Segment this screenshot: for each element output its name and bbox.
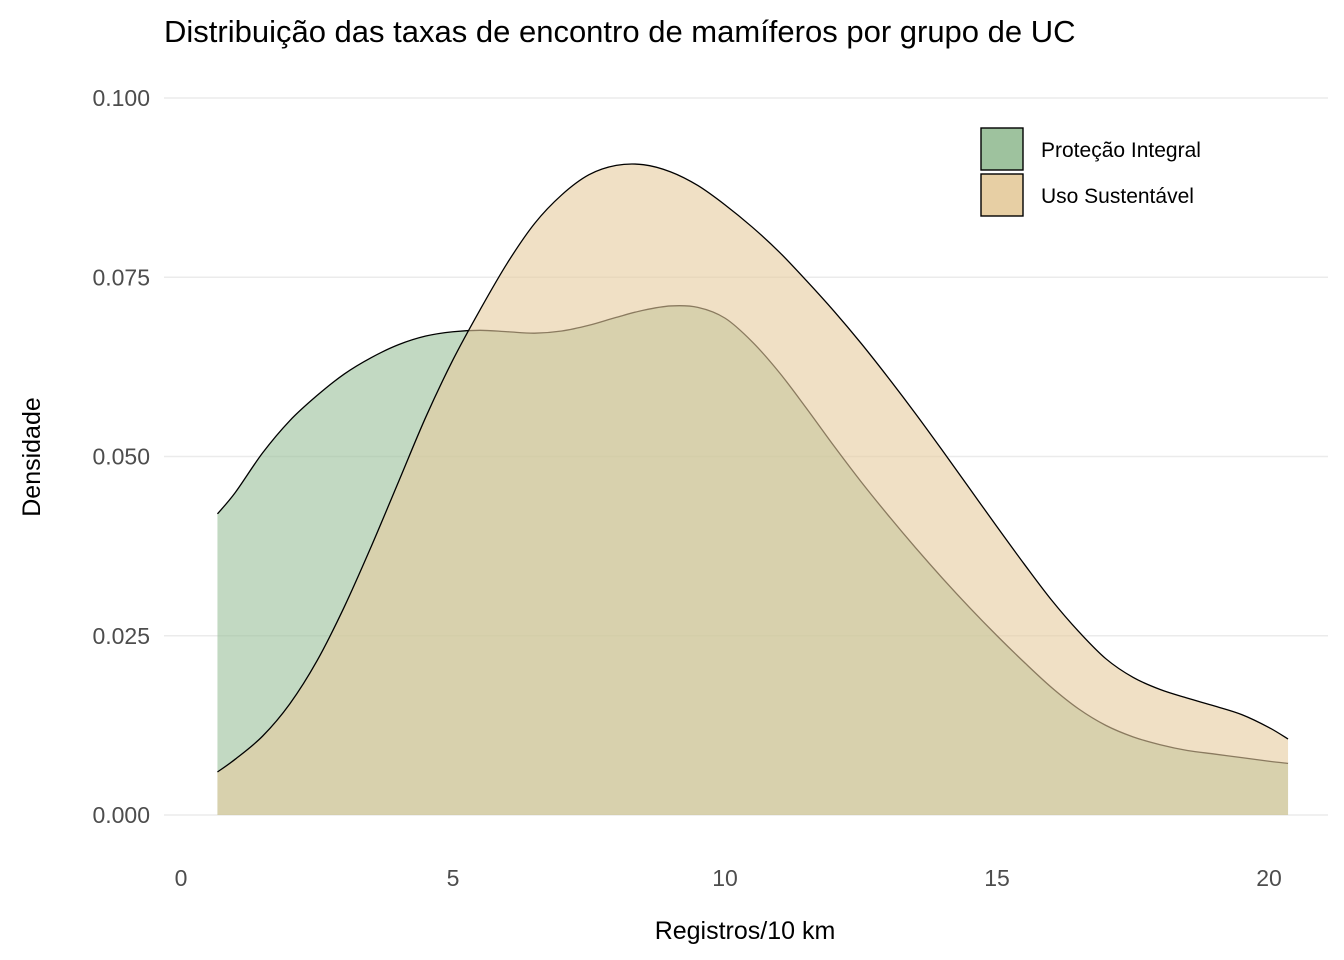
legend: Proteção Integral Uso Sustentável (980, 127, 1201, 217)
x-tick-label: 15 (984, 865, 1010, 891)
density-line-uso-sustentavel (217, 163, 1289, 773)
y-tick-label: 0.075 (92, 264, 150, 290)
legend-swatch-protecao-integral (980, 127, 1024, 171)
y-tick-label: 0.100 (92, 85, 150, 111)
y-axis-label: Densidade (18, 397, 46, 517)
legend-label-protecao-integral: Proteção Integral (1041, 139, 1201, 162)
x-tick-label: 10 (712, 865, 738, 891)
density-series (216, 163, 1289, 816)
chart-title: Distribuição das taxas de encontro de ma… (164, 14, 1076, 49)
x-tick-label: 5 (447, 865, 460, 891)
x-axis-ticks: 0 5 10 15 20 (175, 865, 1282, 891)
legend-swatch-uso-sustentavel (980, 173, 1024, 217)
y-tick-label: 0.050 (92, 444, 150, 470)
y-axis-ticks: 0.000 0.025 0.050 0.075 0.100 (92, 85, 150, 828)
x-axis-label: Registros/10 km (655, 917, 836, 945)
x-tick-label: 20 (1256, 865, 1282, 891)
legend-label-uso-sustentavel: Uso Sustentável (1041, 185, 1194, 208)
density-area-uso-sustentavel (217, 163, 1289, 816)
x-tick-label: 0 (175, 865, 188, 891)
y-tick-label: 0.025 (92, 623, 150, 649)
y-tick-label: 0.000 (92, 802, 150, 828)
